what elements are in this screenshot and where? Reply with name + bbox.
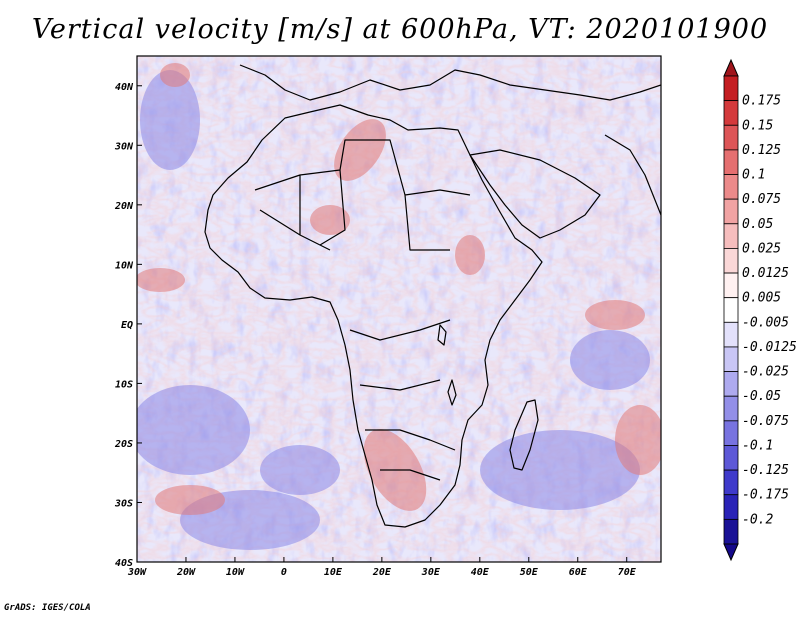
colorbar-level-label: -0.125: [742, 463, 789, 478]
colorbar-swatch: [723, 174, 739, 200]
internal-borders-north: [254, 139, 471, 251]
colorbar-level-label: 0.0125: [742, 266, 789, 281]
india-coast: [604, 134, 661, 216]
europe-coast: [239, 64, 661, 101]
colorbar-swatch: [723, 223, 739, 249]
colorbar-swatch: [723, 371, 739, 397]
colorbar-swatch: [723, 420, 739, 446]
colorbar-swatch: [723, 75, 739, 102]
lon-tick-label: 20W: [176, 567, 196, 578]
colorbar-swatch: [723, 469, 739, 496]
lon-tick-label: 70E: [618, 567, 637, 578]
lat-tick-label: 30N: [114, 141, 134, 152]
internal-borders-south: [349, 319, 456, 481]
colorbar-level-label: 0.15: [742, 118, 773, 133]
lon-tick-label: 50E: [520, 567, 539, 578]
colorbar-level-label: 0.125: [742, 143, 781, 158]
descending-motion-patches: [137, 70, 650, 550]
colorbar-swatch: [723, 248, 739, 274]
colorbar-swatch: [723, 395, 739, 422]
lat-tick-label: 40N: [115, 82, 134, 93]
lat-tick-label: 10N: [115, 260, 134, 271]
colorbar-level-label: -0.005: [742, 315, 789, 330]
lat-tick-label: EQ: [121, 320, 133, 331]
great-lakes: [437, 324, 457, 406]
lon-tick-label: 40E: [471, 567, 490, 578]
latitude-axis: 40N 30N 20N 10N EQ 10S 20S 30S 40S: [114, 82, 142, 569]
colorbar-level-label: 0.175: [742, 94, 781, 109]
colorbar-swatch: [723, 124, 739, 151]
colorbar-swatch: [723, 297, 739, 323]
lat-tick-label: 20S: [114, 439, 133, 450]
colorbar-level-label: 0.1: [742, 168, 765, 183]
colorbar-swatch: [723, 198, 739, 225]
colorbar-swatch: [723, 321, 739, 348]
lon-tick-label: 0: [281, 567, 287, 578]
lat-tick-label: 20N: [114, 201, 134, 212]
plot-frame: [136, 55, 662, 563]
colorbar-max-arrow: [723, 58, 739, 77]
colorbar-level-label: 0.05: [742, 217, 773, 232]
lat-tick-label: 10S: [115, 379, 133, 390]
lon-tick-label: 30E: [421, 567, 441, 578]
colorbar-level-label: -0.05: [742, 389, 781, 404]
lat-tick-label: 40S: [115, 558, 133, 569]
madagascar-coastline: [509, 399, 539, 471]
colorbar-level-label: -0.1: [742, 439, 773, 454]
arabian-peninsula: [469, 149, 601, 239]
colorbar-swatch: [723, 518, 739, 545]
colorbar-swatch: [723, 272, 739, 299]
colorbar-level-label: -0.175: [742, 488, 789, 503]
lon-tick-label: 10W: [226, 567, 245, 578]
colorbar-swatch: [723, 494, 739, 520]
colorbar-level-label: 0.005: [742, 291, 781, 306]
colorbar-swatch: [723, 346, 739, 372]
lat-tick-label: 30S: [114, 498, 133, 509]
colorbar-level-label: -0.2: [742, 512, 773, 527]
lon-tick-label: 60E: [569, 567, 588, 578]
lon-tick-label: 30W: [127, 567, 147, 578]
longitude-axis: 30W 20W 10W 0 10E 20E 30E 40E 50E 60E 70E: [127, 557, 637, 578]
colorbar-level-label: -0.025: [742, 365, 789, 380]
colorbar-min-arrow: [723, 543, 739, 562]
coastline-and-borders: [204, 64, 661, 528]
colorbar-level-label: 0.025: [742, 241, 781, 256]
grads-credit: GrADS: IGES/COLA: [4, 603, 91, 613]
colorbar-level-label: -0.0125: [742, 340, 797, 355]
lon-tick-label: 10E: [324, 567, 343, 578]
colorbar-swatch: [723, 100, 739, 126]
ascending-motion-patches: [137, 63, 661, 515]
colorbar-level-label: 0.075: [742, 192, 781, 207]
colorbar-swatch: [723, 149, 739, 175]
plot-area: [137, 56, 661, 562]
colorbar-level-label: -0.075: [742, 414, 789, 429]
colorbar-swatch: [723, 445, 739, 471]
map-title: Vertical velocity [m/s] at 600hPa, VT: 2…: [31, 14, 769, 45]
lon-tick-label: 20E: [372, 567, 392, 578]
colorbar: 0.175 0.15 0.125 0.1 0.075 0.05 0.025 0.0125 0.0…: [723, 58, 797, 562]
africa-coastline: [204, 104, 543, 528]
